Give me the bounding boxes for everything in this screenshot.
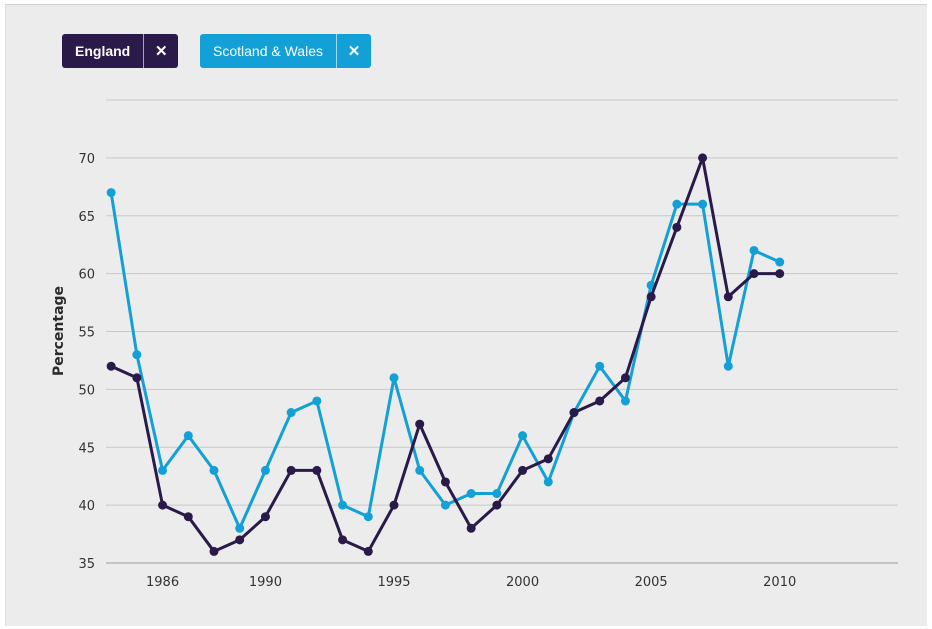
point-scotland-wales-1985 bbox=[132, 350, 142, 360]
point-scotland-wales-1984 bbox=[106, 188, 116, 198]
y-tick-label-60: 60 bbox=[78, 268, 95, 283]
point-england-1991 bbox=[286, 465, 296, 475]
x-tick-label-2000: 2000 bbox=[506, 575, 539, 590]
point-england-2000 bbox=[518, 465, 528, 475]
point-england-1990 bbox=[260, 512, 270, 522]
y-tick-label-55: 55 bbox=[78, 326, 95, 341]
y-tick-label-70: 70 bbox=[78, 152, 95, 167]
point-scotland-wales-1987 bbox=[183, 431, 193, 441]
point-scotland-wales-2009 bbox=[749, 245, 759, 255]
point-scotland-wales-2010 bbox=[775, 257, 785, 267]
legend-chip-england[interactable]: England ✕ bbox=[62, 34, 179, 68]
point-scotland-wales-1992 bbox=[312, 396, 322, 406]
point-england-2002 bbox=[569, 408, 579, 418]
point-england-2003 bbox=[595, 396, 605, 406]
point-england-1985 bbox=[132, 373, 142, 383]
point-scotland-wales-2003 bbox=[595, 361, 605, 371]
point-england-1984 bbox=[106, 361, 116, 371]
legend-label-scotland-wales: Scotland & Wales bbox=[213, 43, 323, 59]
point-scotland-wales-2004 bbox=[620, 396, 630, 406]
point-england-1986 bbox=[158, 500, 168, 510]
point-england-1999 bbox=[492, 500, 502, 510]
point-scotland-wales-1996 bbox=[415, 465, 425, 475]
point-scotland-wales-1989 bbox=[235, 523, 245, 533]
y-tick-label-50: 50 bbox=[78, 383, 95, 398]
point-scotland-wales-1999 bbox=[492, 489, 502, 499]
point-scotland-wales-1991 bbox=[286, 408, 296, 418]
point-england-1989 bbox=[235, 535, 245, 545]
legend-chip-scotland-wales[interactable]: Scotland & Wales ✕ bbox=[200, 34, 371, 68]
y-tick-label-35: 35 bbox=[78, 557, 95, 572]
y-tick-label-65: 65 bbox=[78, 210, 95, 225]
series-line-england bbox=[110, 156, 780, 553]
x-tick-label-1990: 1990 bbox=[249, 575, 282, 590]
chart-panel bbox=[5, 4, 927, 626]
point-scotland-wales-1993 bbox=[338, 500, 348, 510]
point-england-1998 bbox=[466, 523, 476, 533]
point-scotland-wales-2001 bbox=[543, 477, 553, 487]
point-england-1987 bbox=[183, 512, 193, 522]
point-england-1988 bbox=[209, 546, 219, 556]
x-tick-label-2005: 2005 bbox=[635, 575, 668, 590]
point-scotland-wales-2007 bbox=[698, 199, 708, 209]
point-scotland-wales-1995 bbox=[389, 373, 399, 383]
point-england-1996 bbox=[415, 419, 425, 429]
point-scotland-wales-1994 bbox=[363, 512, 373, 522]
point-england-2004 bbox=[620, 373, 630, 383]
point-england-1994 bbox=[363, 546, 373, 556]
point-scotland-wales-1990 bbox=[260, 465, 270, 475]
point-england-2005 bbox=[646, 292, 656, 302]
point-scotland-wales-1988 bbox=[209, 465, 219, 475]
point-scotland-wales-2006 bbox=[672, 199, 682, 209]
point-england-2008 bbox=[723, 292, 733, 302]
point-england-2009 bbox=[749, 269, 759, 279]
y-axis-label: Percentage bbox=[51, 286, 67, 376]
legend-label-england: England bbox=[75, 43, 131, 59]
point-scotland-wales-1997 bbox=[440, 500, 450, 510]
point-england-1993 bbox=[338, 535, 348, 545]
point-scotland-wales-1986 bbox=[158, 465, 168, 475]
remove-england-icon[interactable]: ✕ bbox=[143, 34, 178, 68]
remove-scotland-wales-icon[interactable]: ✕ bbox=[335, 34, 371, 68]
point-england-1992 bbox=[312, 465, 322, 475]
y-tick-label-45: 45 bbox=[78, 441, 95, 456]
point-scotland-wales-2008 bbox=[723, 361, 733, 371]
x-tick-label-2010: 2010 bbox=[763, 575, 796, 590]
point-england-1995 bbox=[389, 500, 399, 510]
point-england-2006 bbox=[672, 222, 682, 232]
point-england-2007 bbox=[698, 153, 708, 163]
x-tick-label-1995: 1995 bbox=[377, 575, 410, 590]
y-tick-label-40: 40 bbox=[78, 499, 95, 514]
point-england-1997 bbox=[440, 477, 450, 487]
point-england-2010 bbox=[775, 269, 785, 279]
point-england-2001 bbox=[543, 454, 553, 464]
x-tick-label-1986: 1986 bbox=[146, 575, 179, 590]
point-scotland-wales-2000 bbox=[518, 431, 528, 441]
point-scotland-wales-1998 bbox=[466, 489, 476, 499]
